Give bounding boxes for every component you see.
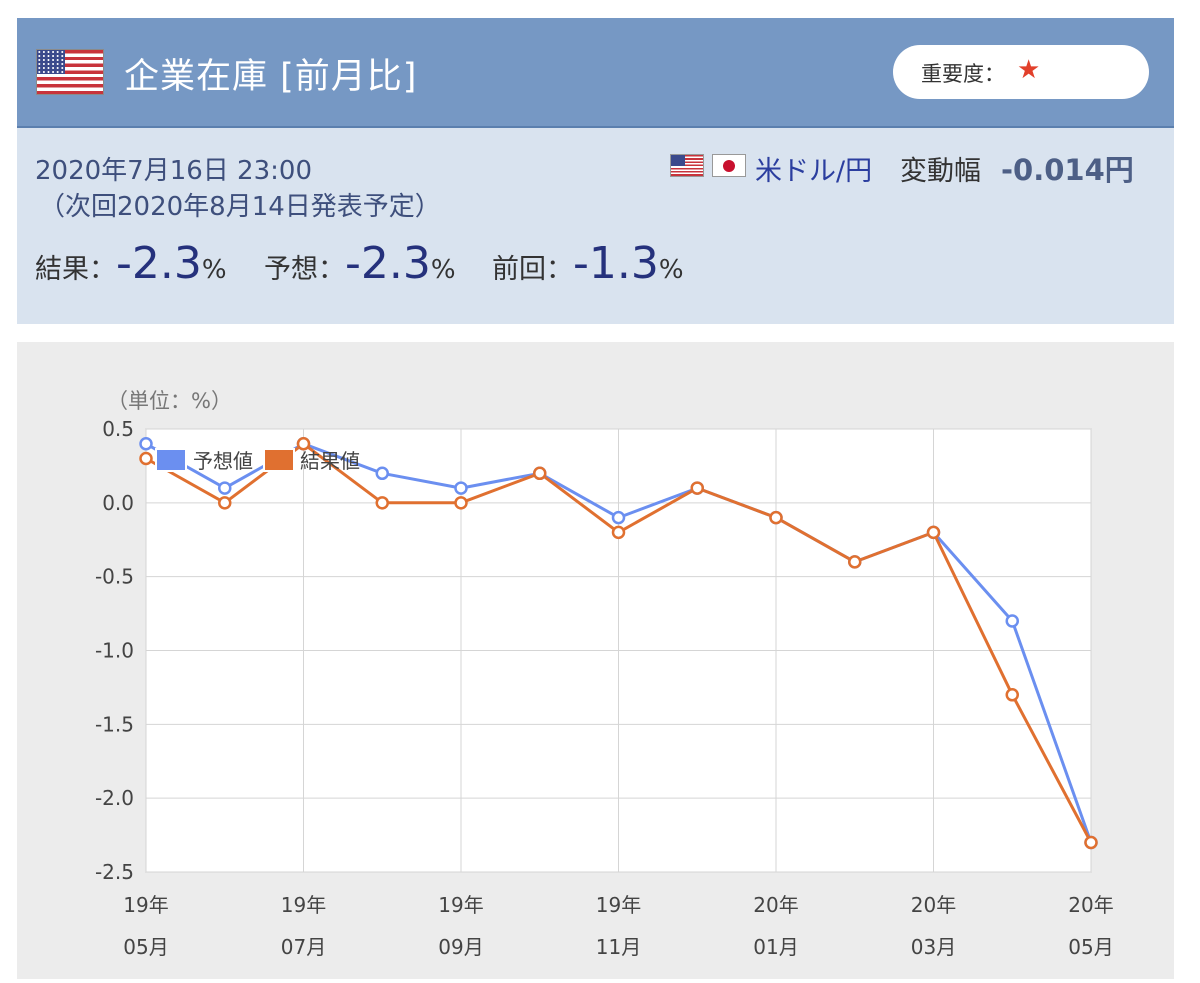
data-point-forecast	[218, 481, 232, 495]
y-tick-label: 0.5	[102, 417, 134, 441]
data-point-result	[218, 496, 232, 510]
result-percent: %	[201, 255, 227, 285]
legend-label-forecast: 予想値	[193, 449, 253, 473]
x-tick-label-year: 20年	[1068, 893, 1113, 917]
data-point-forecast	[139, 437, 153, 451]
y-tick-label: -1.5	[95, 712, 134, 736]
us-flag-icon	[37, 50, 103, 94]
result-stat: 結果：-2.3%	[35, 238, 227, 289]
change-label: 変動幅	[900, 156, 981, 187]
x-tick-label-year: 19年	[438, 893, 483, 917]
x-tick-label-month: 03月	[911, 935, 956, 959]
us-flag-icon	[671, 155, 703, 176]
page-title: 企業在庫 [前月比]	[124, 57, 418, 97]
data-point-result	[1005, 688, 1019, 702]
x-tick-label-month: 11月	[596, 935, 641, 959]
header-bar: 企業在庫 [前月比] 重要度： ★	[17, 18, 1174, 128]
forecast-label: 予想：	[264, 254, 345, 285]
x-tick-label-month: 05月	[123, 935, 168, 959]
next-release: （次回2020年8月14日発表予定）	[39, 192, 441, 222]
data-point-result	[848, 555, 862, 569]
star-icon: ★	[1017, 55, 1041, 85]
y-tick-label: -2.5	[95, 860, 134, 884]
y-tick-label: -2.0	[95, 786, 134, 810]
x-tick-label-month: 01月	[753, 935, 798, 959]
forecast-stat: 予想：-2.3%	[264, 238, 456, 289]
release-datetime: 2020年7月16日 23:00	[35, 156, 312, 186]
x-tick-label-year: 20年	[911, 893, 956, 917]
data-point-result	[690, 481, 704, 495]
data-point-result	[611, 525, 626, 540]
data-point-result	[296, 437, 311, 451]
change-value: -0.014円	[1001, 153, 1134, 187]
data-point-result	[1084, 835, 1098, 850]
previous-value: -1.3	[573, 238, 659, 289]
importance-label: 重要度：	[921, 62, 1005, 86]
y-tick-label: -1.0	[95, 639, 134, 663]
jp-flag-icon	[713, 155, 745, 176]
data-point-result	[533, 466, 547, 481]
x-tick-label-year: 19年	[596, 893, 641, 917]
legend: 予想値 結果値	[155, 448, 360, 473]
data-point-result	[139, 451, 153, 466]
currency-pair-link[interactable]: 米ドル/円	[755, 156, 873, 187]
result-value: -2.3	[116, 238, 202, 289]
x-tick-label-month: 09月	[438, 935, 483, 959]
legend-swatch-result	[263, 448, 295, 472]
data-point-forecast	[375, 466, 389, 481]
data-point-forecast	[454, 481, 468, 495]
y-tick-label: 0.0	[102, 491, 134, 515]
legend-label-result: 結果値	[300, 449, 360, 473]
forecast-value: -2.3	[345, 238, 431, 289]
data-point-result	[454, 496, 468, 510]
chart-panel: （単位：%） 0.5 0.0 -0.5 -1.0 -1.5 -2.0 -2.5 19年 05月…	[17, 342, 1174, 979]
legend-swatch-forecast	[155, 448, 187, 472]
y-tick-label: -0.5	[95, 565, 134, 589]
x-tick-label-year: 19年	[123, 893, 168, 917]
previous-label: 前回：	[492, 254, 573, 285]
importance-badge: 重要度： ★	[893, 45, 1149, 99]
previous-percent: %	[658, 255, 684, 285]
forecast-percent: %	[430, 255, 456, 285]
release-info-panel: 2020年7月16日 23:00 （次回2020年8月14日発表予定） 米ドル/…	[17, 128, 1174, 324]
data-point-forecast	[1005, 614, 1019, 628]
data-point-forecast	[611, 510, 626, 525]
data-point-result	[375, 496, 389, 510]
previous-stat: 前回：-1.3%	[492, 238, 684, 289]
result-label: 結果：	[35, 254, 116, 285]
x-tick-label-month: 05月	[1068, 935, 1113, 959]
line-chart: （単位：%） 0.5 0.0 -0.5 -1.0 -1.5 -2.0 -2.5 19年 05月…	[95, 389, 1114, 959]
x-tick-label-month: 07月	[281, 935, 326, 959]
data-point-result	[926, 525, 941, 540]
unit-label: （単位：%）	[107, 389, 232, 413]
x-tick-label-year: 19年	[281, 893, 326, 917]
x-tick-label-year: 20年	[753, 893, 798, 917]
data-point-result	[769, 510, 783, 525]
